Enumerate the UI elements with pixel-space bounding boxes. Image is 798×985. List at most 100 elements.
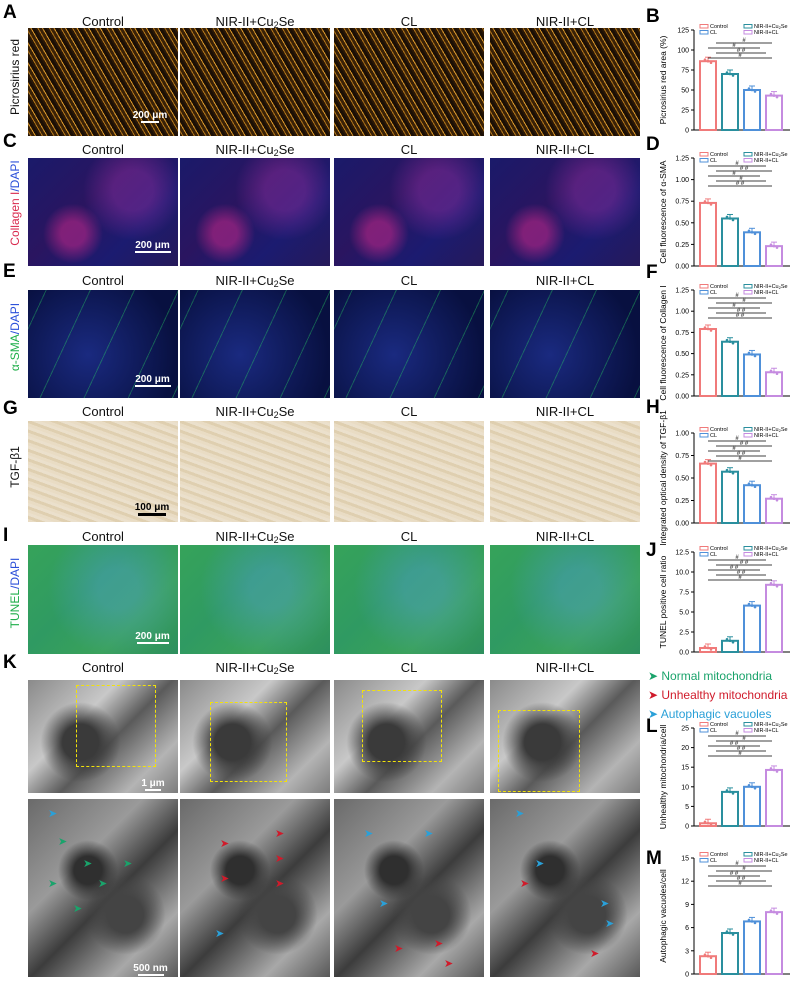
micrograph-a-2 bbox=[180, 28, 330, 136]
legend-label: CL bbox=[710, 158, 717, 164]
row-label-asma: α-SMA/DAPI bbox=[8, 302, 22, 372]
legend-swatch bbox=[699, 728, 709, 733]
legend-label: CL bbox=[710, 290, 717, 296]
data-point bbox=[709, 329, 713, 332]
sig-label: # bbox=[738, 53, 742, 59]
data-point bbox=[750, 231, 754, 234]
legend-swatch bbox=[699, 858, 709, 863]
data-point bbox=[725, 215, 729, 219]
data-point bbox=[731, 792, 735, 795]
data-point bbox=[731, 471, 735, 475]
roi-box bbox=[498, 710, 580, 792]
legend-label: Control bbox=[710, 284, 728, 290]
legend-swatch bbox=[699, 433, 709, 438]
data-point bbox=[775, 498, 779, 502]
legend-swatch bbox=[699, 722, 709, 727]
data-point bbox=[753, 485, 757, 489]
data-point bbox=[750, 785, 754, 789]
micrograph-a-4 bbox=[490, 28, 640, 136]
y-tick-label: 125 bbox=[677, 28, 689, 35]
micrograph-k2-3 bbox=[334, 799, 484, 977]
bar bbox=[699, 462, 717, 525]
micrograph-c-1 bbox=[28, 158, 178, 266]
legend-swatch bbox=[743, 722, 753, 727]
y-tick-label: 0.50 bbox=[675, 351, 689, 358]
data-point bbox=[709, 463, 713, 467]
y-tick-label: 50 bbox=[681, 88, 689, 95]
sig-label: # bbox=[742, 298, 746, 304]
sig-label: # # bbox=[737, 876, 746, 882]
data-point bbox=[753, 921, 757, 925]
tem-legend: ➤ Normal mitochondria ➤ Unhealthy mitoch… bbox=[648, 669, 787, 726]
data-point bbox=[728, 470, 732, 474]
micrograph-g-4 bbox=[490, 421, 640, 522]
y-tick-label: 5 bbox=[685, 804, 689, 811]
legend-label: NIR-II+CL bbox=[754, 30, 779, 36]
legend-label: Control bbox=[710, 852, 728, 858]
data-point bbox=[731, 933, 735, 936]
data-point bbox=[731, 218, 735, 222]
data-point bbox=[753, 232, 757, 236]
legend-swatch bbox=[699, 30, 709, 35]
data-point bbox=[703, 200, 707, 203]
micrograph-i-2 bbox=[180, 545, 330, 654]
data-point bbox=[769, 243, 773, 246]
sig-label: # # bbox=[730, 871, 739, 877]
sig-label: # bbox=[735, 555, 739, 561]
legend-swatch bbox=[699, 24, 709, 29]
autophagic-arrow: ➤ bbox=[48, 808, 58, 820]
panel-letter-c: C bbox=[3, 131, 17, 152]
y-tick-label: 1.00 bbox=[675, 177, 689, 184]
sig-label: # # bbox=[736, 181, 745, 187]
data-point bbox=[709, 648, 713, 651]
y-tick-label: 0.00 bbox=[675, 264, 689, 271]
y-tick-label: 1.25 bbox=[675, 156, 689, 163]
y-tick-label: 0.00 bbox=[675, 394, 689, 401]
bar bbox=[765, 94, 783, 131]
data-point bbox=[725, 930, 729, 933]
micrograph-g-2 bbox=[180, 421, 330, 522]
sig-label: # bbox=[738, 575, 742, 581]
legend-label: Control bbox=[710, 427, 728, 433]
unhealthy-arrow: ➤ bbox=[275, 853, 285, 865]
data-point bbox=[703, 460, 707, 464]
sig-label: # bbox=[738, 881, 742, 887]
column-title: Control bbox=[82, 660, 124, 675]
bar bbox=[765, 583, 783, 653]
sig-label: # # bbox=[740, 166, 749, 172]
bar bbox=[721, 932, 739, 975]
unhealthy-arrow: ➤ bbox=[394, 943, 404, 955]
y-tick-label: 25 bbox=[681, 108, 689, 115]
unhealthy-arrow: ➤ bbox=[590, 948, 600, 960]
legend-swatch bbox=[743, 433, 753, 438]
column-title: NIR-II+CL bbox=[535, 142, 595, 157]
y-axis-label: TUNEL positive cell ratio bbox=[658, 555, 668, 648]
legend-label: NIR-II+Cu2Se bbox=[754, 284, 788, 290]
data-point bbox=[769, 909, 773, 912]
autophagic-arrow: ➤ bbox=[600, 898, 610, 910]
legend-normal: ➤ Normal mitochondria bbox=[648, 669, 773, 683]
legend-swatch bbox=[743, 24, 753, 29]
data-point bbox=[706, 59, 710, 63]
legend-swatch bbox=[743, 552, 753, 557]
data-point bbox=[703, 326, 707, 329]
autophagic-arrow: ➤ bbox=[215, 928, 225, 940]
data-point bbox=[747, 87, 751, 90]
bar bbox=[721, 639, 739, 653]
y-tick-label: 0 bbox=[685, 972, 689, 979]
column-title: CL bbox=[400, 660, 418, 675]
data-point bbox=[772, 583, 776, 587]
panel-letter-j: J bbox=[646, 540, 657, 561]
panel-letter-a: A bbox=[3, 2, 17, 23]
sig-label: # bbox=[732, 303, 736, 309]
bar bbox=[721, 790, 739, 827]
autophagic-arrow: ➤ bbox=[605, 918, 615, 930]
bar bbox=[765, 371, 783, 398]
data-point bbox=[750, 483, 754, 487]
y-tick-label: 20 bbox=[681, 745, 689, 752]
normal-arrow: ➤ bbox=[48, 878, 58, 890]
scale-bar-k-top: 1 μm bbox=[141, 778, 165, 791]
bar bbox=[721, 340, 739, 397]
data-point bbox=[731, 341, 735, 345]
data-point bbox=[775, 246, 779, 249]
